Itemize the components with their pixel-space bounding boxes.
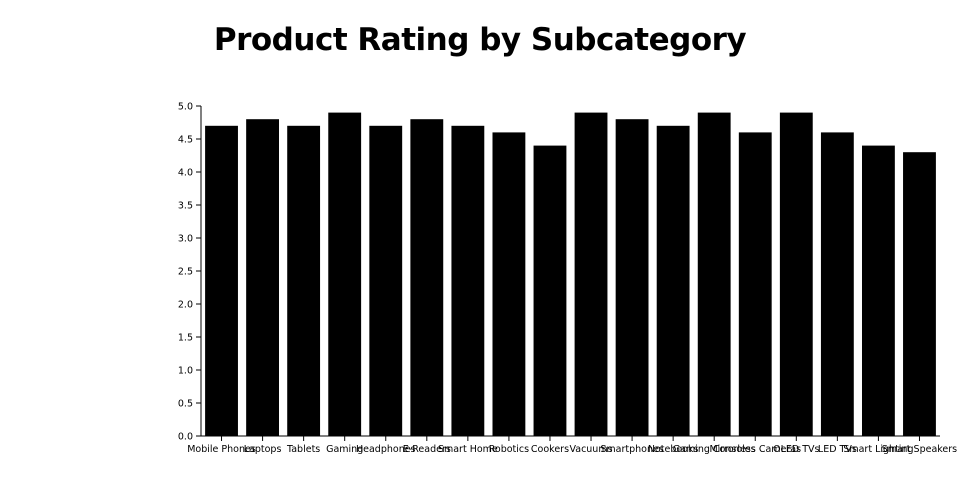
bar — [738, 132, 772, 436]
bar — [861, 145, 895, 436]
bar — [369, 125, 403, 437]
x-tick-label: Cookers — [531, 444, 569, 455]
bar — [451, 125, 485, 437]
x-tick-label: Headphones — [356, 444, 416, 455]
x-tick-label: OLED TVs — [773, 444, 819, 455]
x-tick-label: Gaming Consoles — [673, 444, 756, 455]
y-tick-label: 0.0 — [178, 432, 193, 443]
y-tick-label: 2.5 — [178, 267, 193, 278]
x-tick-label: Smart Speakers — [882, 444, 957, 455]
bar — [205, 125, 238, 437]
bar — [779, 112, 813, 436]
bar — [410, 119, 444, 436]
bar — [246, 119, 280, 436]
bar — [615, 119, 649, 436]
y-axis: 0.0 0.5 1.0 1.5 2.0 2.5 3.0 3.5 4.0 4.5 5.0 — [178, 102, 202, 443]
x-tick-label: Tablets — [286, 444, 320, 455]
y-tick-label: 2.0 — [178, 300, 193, 311]
chart-title: Product Rating by Subcategory — [213, 22, 747, 58]
bar — [656, 125, 690, 437]
y-tick-label: 4.5 — [178, 135, 193, 146]
x-tick-label: LED TVs — [818, 444, 857, 455]
y-tick-label: 4.0 — [178, 168, 193, 179]
x-tick-label: Mirrorless Cameras — [709, 444, 801, 455]
bars — [205, 112, 936, 437]
x-tick-label: Gaming — [326, 444, 363, 455]
x-tick-label: Mobile Phones — [187, 444, 256, 455]
bar — [903, 152, 936, 436]
x-tick-label: E-Readers — [403, 444, 451, 455]
y-tick-label: 0.5 — [178, 399, 193, 410]
y-tick-label: 1.0 — [178, 366, 193, 377]
y-tick-label: 3.0 — [178, 234, 193, 245]
x-tick-label: Smartphones — [600, 444, 663, 455]
bar — [533, 145, 567, 436]
x-tick-label: Laptops — [244, 444, 282, 455]
x-tick-label: Smart Home — [438, 444, 498, 455]
bar — [820, 132, 854, 436]
bar — [287, 125, 321, 437]
x-tick-label: Smart Lighting — [843, 444, 913, 455]
bar — [492, 132, 526, 436]
bar — [574, 112, 608, 436]
x-tick-label: Vacuums — [569, 444, 612, 455]
y-tick-label: 5.0 — [178, 102, 193, 113]
bar — [697, 112, 731, 436]
x-tick-label: Robotics — [489, 444, 529, 455]
y-tick-label: 1.5 — [178, 333, 193, 344]
y-tick-label: 3.5 — [178, 201, 193, 212]
x-tick-label: Notebooks — [648, 444, 699, 455]
bar — [328, 112, 362, 436]
